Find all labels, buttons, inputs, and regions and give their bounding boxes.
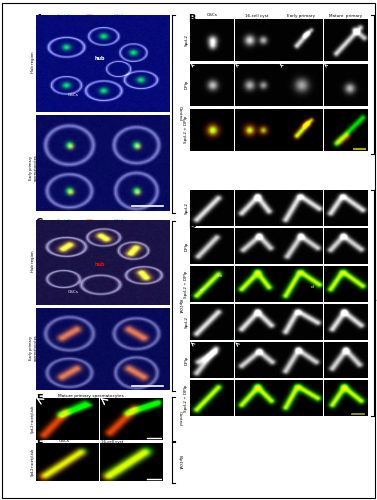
Text: D: D	[188, 220, 196, 230]
Text: DPlp: DPlp	[85, 219, 97, 224]
Text: Early primary
spermatocytes: Early primary spermatocytes	[286, 14, 317, 22]
Text: GSCs: GSCs	[207, 14, 218, 18]
Text: Spd-2: Spd-2	[57, 14, 71, 19]
Text: +: +	[80, 219, 86, 224]
Text: Spd-2+acetyl-tub: Spd-2+acetyl-tub	[31, 448, 35, 475]
Text: Spd-2 + DPlp: Spd-2 + DPlp	[184, 384, 188, 411]
Text: Mature  primary
spermatocytes: Mature primary spermatocytes	[329, 14, 362, 22]
Text: Control: Control	[178, 411, 182, 426]
Text: d: d	[311, 286, 314, 290]
Text: Control: Control	[375, 76, 377, 92]
Text: hub: hub	[95, 262, 105, 266]
Text: Spd-2: Spd-2	[57, 219, 71, 224]
Text: 16-cell cyst
spermatogonia: 16-cell cyst spermatogonia	[241, 14, 272, 22]
Text: DPlp: DPlp	[184, 80, 188, 90]
Text: Early primary
spermatocytes: Early primary spermatocytes	[29, 334, 37, 361]
Text: 16-cell cyst
spermatogonia: 16-cell cyst spermatogonia	[101, 440, 131, 448]
Text: B: B	[188, 14, 196, 24]
Text: Early primary
spermatocytes: Early primary spermatocytes	[29, 154, 37, 181]
Text: Spd-2: Spd-2	[184, 34, 188, 46]
Text: Hub region: Hub region	[31, 52, 35, 74]
Text: DPlp: DPlp	[184, 242, 188, 250]
Text: GSCs: GSCs	[68, 93, 79, 97]
Text: Spd-2+acetyl-tub: Spd-2+acetyl-tub	[31, 404, 35, 432]
Text: GSCs: GSCs	[68, 290, 79, 294]
Text: A: A	[36, 14, 43, 24]
Text: Klp10A: Klp10A	[178, 455, 182, 470]
Text: DPlp: DPlp	[184, 356, 188, 364]
Text: Klp10A: Klp10A	[178, 298, 182, 314]
Text: Mature primary spermatocytes: Mature primary spermatocytes	[58, 394, 124, 398]
Text: Klp10A: Klp10A	[375, 296, 377, 310]
Text: Control: Control	[178, 106, 182, 121]
Text: C: C	[36, 218, 43, 228]
Text: E: E	[36, 394, 43, 404]
Text: Spd-2: Spd-2	[184, 316, 188, 328]
Text: DNA: DNA	[114, 14, 125, 19]
Text: F: F	[36, 439, 43, 449]
Text: d: d	[200, 288, 203, 292]
Text: GSCs: GSCs	[58, 440, 70, 444]
Text: Spd-2: Spd-2	[184, 202, 188, 214]
Text: Spd-2 + DPlp: Spd-2 + DPlp	[184, 116, 188, 143]
Text: DNA: DNA	[114, 219, 125, 224]
Text: DPlp: DPlp	[85, 14, 97, 19]
Text: +: +	[108, 14, 114, 19]
Text: hub: hub	[95, 56, 105, 62]
Text: Spd-2 + DPlp: Spd-2 + DPlp	[184, 270, 188, 297]
Text: Hub region: Hub region	[31, 250, 35, 272]
Text: m: m	[218, 274, 222, 278]
Text: +: +	[80, 14, 86, 19]
Text: +: +	[108, 219, 114, 224]
